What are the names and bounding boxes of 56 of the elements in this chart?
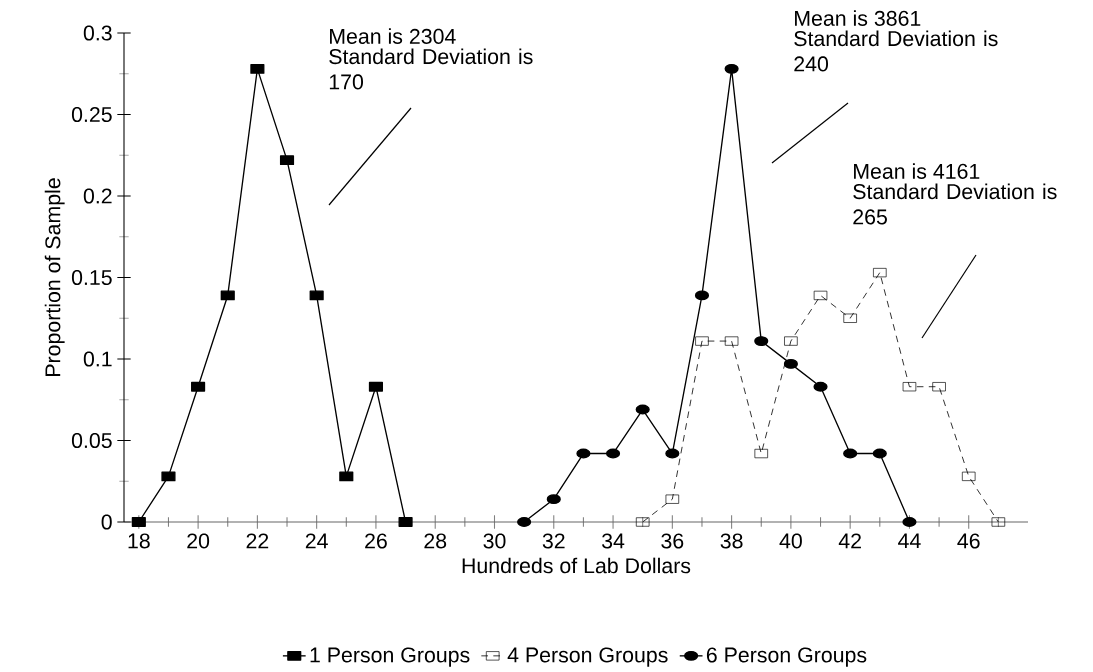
point (191, 381, 206, 392)
annotation: Mean is 4161 (854, 163, 980, 179)
x-axis-title: Hundreds of Lab Dollars (462, 557, 691, 574)
x-tick-label: 30 (483, 533, 506, 549)
y-tick-label: 0.25 (71, 106, 112, 123)
point (813, 381, 828, 392)
x-tick-label: 46 (957, 533, 980, 549)
x-tick-label: 18 (128, 533, 150, 549)
y-axis-title: Proportion of Sample (44, 178, 65, 376)
point (339, 471, 354, 482)
x-tick-label: 28 (424, 533, 447, 549)
y-tick-label: 0.1 (83, 351, 112, 367)
point (665, 448, 680, 459)
x-tick-label: 44 (898, 533, 921, 549)
legend-label: 6 Person Groups (706, 647, 867, 667)
point (873, 268, 887, 278)
annotation: Mean is 2304 (330, 28, 456, 44)
x-tick-label: 34 (602, 533, 625, 549)
y-tick-label: 0.15 (71, 269, 112, 286)
point (309, 290, 324, 301)
x-tick-label: 26 (365, 533, 387, 549)
annotation: Standard Deviation is 170 (329, 48, 533, 90)
legend-label: 1 Person Groups (310, 647, 470, 667)
annotation: Standard Deviation is 240 (794, 30, 998, 72)
annotation: Standard Deviation is 265 (853, 183, 1057, 225)
point (250, 63, 265, 74)
point (754, 336, 769, 347)
point (872, 448, 887, 459)
legend-label: 4 Person Groups (507, 647, 668, 667)
point (932, 382, 946, 392)
x-tick-label: 42 (838, 533, 861, 549)
point (635, 404, 650, 415)
point (161, 471, 176, 482)
x-tick-label: 32 (542, 533, 565, 549)
point (576, 448, 591, 459)
x-tick-label: 36 (661, 533, 684, 549)
y-tick-label: 0 (101, 514, 112, 530)
point (784, 336, 798, 346)
point (783, 358, 798, 369)
point (695, 336, 709, 346)
y-tick-label: 0.3 (83, 25, 112, 41)
point (843, 313, 857, 323)
point (843, 448, 858, 459)
point (220, 290, 235, 301)
point (724, 63, 739, 74)
text: Mean is 3861 (795, 10, 921, 26)
point (546, 494, 561, 505)
x-tick-label: 20 (187, 533, 210, 549)
x-tick-label: 40 (779, 533, 802, 549)
x-tick-label: 22 (246, 533, 269, 549)
x-tick-label: 38 (720, 533, 743, 549)
x-tick-label: 24 (305, 533, 328, 549)
point (813, 290, 828, 301)
y-tick-label: 0.2 (83, 188, 112, 204)
y-tick-label: 0.05 (71, 432, 112, 449)
point (754, 448, 768, 459)
